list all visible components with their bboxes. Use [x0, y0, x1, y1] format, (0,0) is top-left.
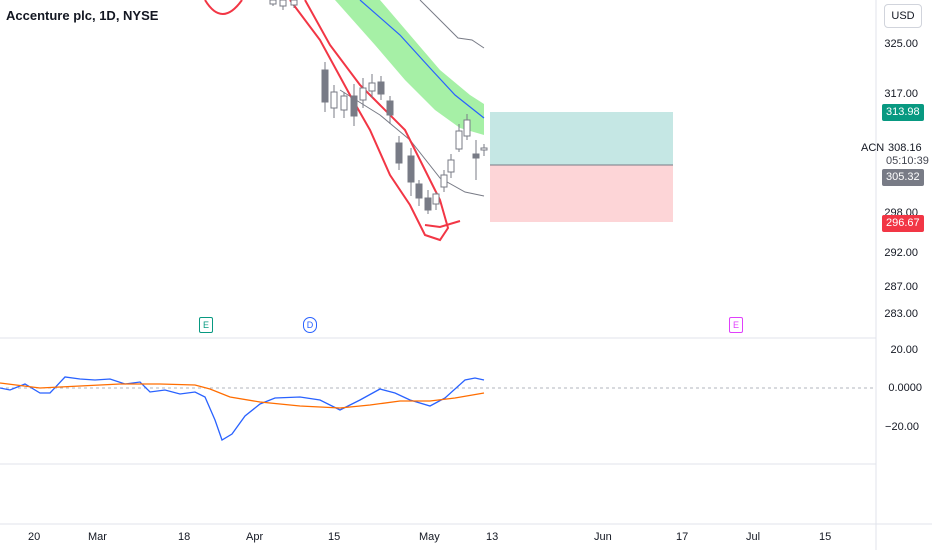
entry-price-tag: 305.32 — [882, 169, 924, 186]
time-label: 17 — [676, 531, 689, 543]
time-label: 15 — [328, 531, 341, 543]
indicator-label: 0.0000 — [888, 382, 922, 394]
price-label: 325.00 — [884, 38, 918, 50]
candles — [269, 0, 488, 214]
price-label: 292.00 — [884, 247, 918, 259]
candle — [463, 119, 471, 137]
profit-zone — [490, 112, 673, 165]
candle — [350, 95, 358, 117]
upper-band-line — [419, 0, 485, 49]
candle — [440, 174, 448, 188]
candle — [368, 82, 376, 92]
time-label: Jul — [746, 531, 761, 543]
price-label: 283.00 — [884, 308, 918, 320]
candle — [415, 183, 423, 199]
last-price: 308.16 — [888, 142, 922, 154]
time-label: 15 — [819, 531, 832, 543]
candle — [447, 159, 455, 173]
lower-band-line — [339, 89, 485, 197]
macd-line — [0, 376, 485, 441]
candle — [269, 0, 277, 5]
bar-countdown: 05:10:39 — [886, 155, 929, 167]
candle — [290, 0, 298, 6]
candle — [377, 81, 385, 95]
channel-band — [335, 0, 484, 135]
time-label: Jun — [594, 531, 612, 543]
symbol-ticker: ACN — [861, 142, 885, 154]
earnings-icon[interactable]: E — [729, 317, 743, 333]
candle — [386, 100, 394, 116]
time-label: 13 — [486, 531, 499, 543]
loss-zone — [490, 165, 673, 222]
earnings-icon[interactable]: E — [199, 317, 213, 333]
candle — [407, 155, 415, 183]
indicator-label: −20.00 — [885, 421, 919, 433]
target-price-tag: 313.98 — [882, 104, 924, 121]
candle — [279, 0, 287, 7]
candle — [321, 69, 329, 103]
dividend-icon[interactable]: D — [303, 317, 317, 333]
drawn-arc — [204, 0, 243, 15]
indicator-label: 20.00 — [890, 344, 918, 356]
currency-button[interactable]: USD — [884, 4, 922, 28]
stop-price-tag: 296.67 — [882, 215, 924, 232]
candle — [340, 95, 348, 111]
time-label: 18 — [178, 531, 191, 543]
candle — [424, 197, 432, 211]
signal-line — [0, 382, 485, 409]
candle — [395, 142, 403, 164]
candle — [455, 130, 463, 150]
candle — [480, 147, 488, 151]
chart-title: Accenture plc, 1D, NYSE — [6, 8, 159, 23]
candle — [330, 91, 338, 109]
drawn-channel — [289, 0, 450, 242]
time-label: 20 — [28, 531, 41, 543]
candle — [472, 153, 480, 159]
channel-mid-line — [359, 0, 485, 119]
time-label: May — [419, 531, 440, 543]
candle — [359, 87, 367, 101]
time-label: Mar — [88, 531, 107, 543]
candle — [432, 193, 440, 205]
price-label: 287.00 — [884, 281, 918, 293]
time-label: Apr — [246, 531, 264, 543]
price-label: 317.00 — [884, 88, 918, 100]
drawn-tick — [424, 220, 461, 229]
